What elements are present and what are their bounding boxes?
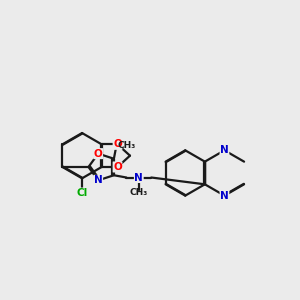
Text: O: O — [94, 148, 103, 159]
Text: N: N — [220, 145, 229, 155]
Text: N: N — [220, 190, 229, 201]
Text: Cl: Cl — [76, 188, 88, 198]
Text: CH₃: CH₃ — [130, 188, 148, 197]
Text: N: N — [134, 172, 143, 182]
Text: O: O — [113, 139, 122, 149]
Text: O: O — [113, 162, 122, 172]
Text: N: N — [94, 175, 103, 185]
Text: CH₃: CH₃ — [117, 141, 135, 150]
